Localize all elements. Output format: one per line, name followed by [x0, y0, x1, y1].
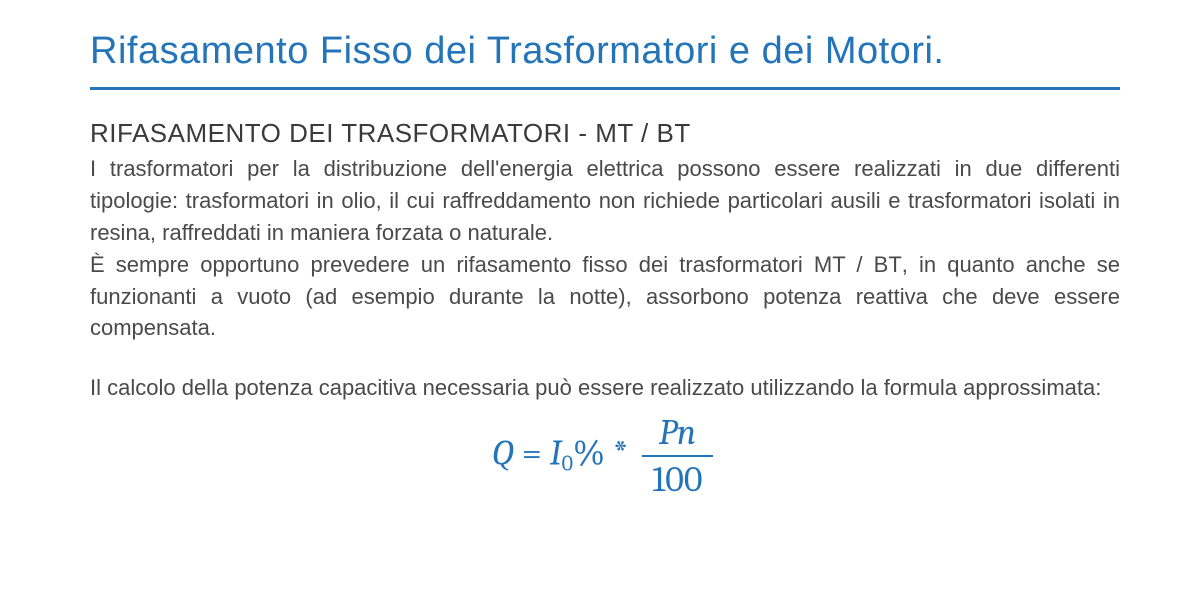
- para1-text: I trasformatori per la distribuzione del…: [90, 156, 1120, 245]
- paragraph-3: Il calcolo della potenza capacitiva nece…: [90, 372, 1120, 404]
- page-title: Rifasamento Fisso dei Trasformatori e de…: [90, 30, 1120, 73]
- formula-den: 100: [642, 457, 712, 500]
- formula: Q = I0% * Pn100: [90, 412, 1120, 500]
- formula-I: I: [550, 433, 562, 474]
- para2-b2: potenza reattiva: [763, 284, 928, 309]
- title-rule: [90, 87, 1120, 90]
- formula-star: *: [605, 433, 636, 474]
- para2-b1: rifasamento fisso dei trasformatori MT /…: [456, 252, 901, 277]
- formula-pct: %: [573, 433, 605, 474]
- paragraph-1: I trasformatori per la distribuzione del…: [90, 153, 1120, 249]
- formula-sub0: 0: [562, 451, 573, 477]
- paragraph-2: È sempre opportuno prevedere un rifasame…: [90, 249, 1120, 345]
- para3-b1: potenza capacitiva: [234, 375, 416, 400]
- formula-eq: =: [514, 433, 550, 474]
- para3-t1: Il calcolo della: [90, 375, 234, 400]
- formula-fraction: Pn100: [642, 412, 712, 500]
- para3-t2: necessaria può essere realizzato utilizz…: [417, 375, 1102, 400]
- section-subheading: RIFASAMENTO DEI TRASFORMATORI - MT / BT: [90, 118, 1120, 149]
- formula-num: Pn: [642, 412, 712, 457]
- formula-Q: Q: [492, 433, 514, 474]
- para2-t1: È sempre opportuno prevedere un: [90, 252, 456, 277]
